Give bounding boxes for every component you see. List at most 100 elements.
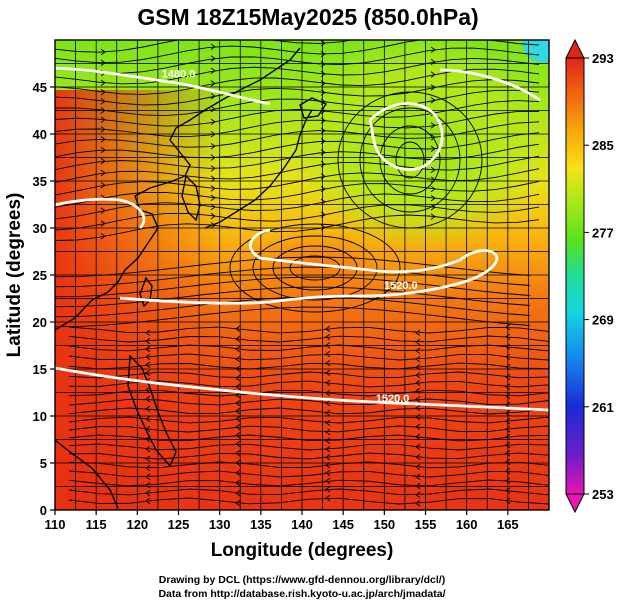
streamline-arrow [415, 500, 421, 507]
streamline-arrow [430, 134, 436, 141]
streamline-arrow [145, 415, 151, 423]
x-tick-label: 120 [126, 517, 148, 532]
streamline-arrow [415, 371, 421, 379]
streamline-arrow [210, 175, 216, 182]
streamline-arrow [100, 207, 106, 214]
streamline-arrow [505, 441, 511, 449]
streamline-arrow [235, 423, 241, 431]
x-tick-label: 140 [291, 517, 313, 532]
credit-line-1: Drawing by DCL (https://www.gfd-dennou.o… [159, 574, 445, 586]
colorbar: 253 261 269 277 285 293 [565, 38, 614, 514]
streamline-arrow [430, 145, 436, 152]
streamline-arrow [235, 325, 241, 333]
colorbar-bottom-arrow [565, 493, 585, 514]
streamline-arrow [145, 337, 151, 345]
x-tick-label: 110 [45, 517, 66, 532]
streamline-arrow [100, 233, 106, 240]
streamline [55, 121, 540, 148]
contour-1500-west [55, 197, 146, 229]
streamline-arrow [145, 490, 151, 497]
streamline-arrow [430, 204, 436, 211]
streamline-arrow [100, 182, 106, 189]
streamline-arrow [325, 409, 331, 417]
streamline-arrow [235, 355, 241, 363]
x-tick-label: 115 [86, 517, 107, 532]
streamline [68, 497, 549, 505]
streamline-arrow [235, 391, 241, 399]
streamline-arrow [415, 473, 421, 480]
streamline-arrow [415, 443, 421, 451]
x-tick-label: 155 [415, 517, 437, 532]
streamline-arrow [210, 194, 216, 201]
streamline-arrow [415, 482, 421, 490]
streamline [55, 204, 540, 231]
streamline-arrow [505, 433, 511, 441]
streamline-arrow [505, 458, 511, 466]
contour-label: 1520.0 [384, 280, 418, 292]
streamline-arrow [100, 220, 106, 227]
streamline-arrow [415, 404, 421, 412]
x-tick-label: 160 [456, 517, 478, 532]
y-tick-label: 35 [33, 174, 47, 189]
streamline-arrow [505, 333, 511, 340]
streamline [55, 143, 540, 171]
streamline-arrow [145, 481, 151, 489]
streamline-arrow [235, 400, 241, 407]
streamline-arrow [211, 33, 215, 39]
streamline-arrow [505, 418, 511, 425]
contour-1520-north [119, 228, 499, 305]
contour-label: 1520.0 [376, 393, 410, 405]
streamline-arrow [325, 350, 331, 358]
streamline-arrow [145, 345, 151, 353]
streamline-arrow [415, 347, 421, 354]
streamline-arrow [145, 445, 151, 453]
streamline-arrow [430, 84, 436, 91]
streamline [55, 193, 540, 220]
coastline-japan [204, 109, 313, 229]
streamline [55, 296, 531, 318]
streamline-arrow [235, 383, 241, 390]
streamline [55, 57, 540, 85]
x-tick-label: 165 [497, 517, 519, 532]
y-axis-label: Latitude (degrees) [4, 193, 25, 358]
streamline [68, 380, 549, 388]
streamline-arrow [210, 67, 216, 74]
contour-1480 [55, 66, 271, 106]
streamline [68, 488, 549, 496]
streamline [55, 266, 531, 288]
streamline [68, 362, 549, 370]
streamline-arrow [430, 46, 436, 53]
streamline-arrow [505, 353, 511, 361]
streamline-arrow [210, 80, 216, 87]
streamline [55, 79, 540, 106]
streamline-arrow [210, 185, 216, 192]
streamline [68, 353, 549, 361]
y-tick-label: 10 [33, 409, 47, 424]
streamline-arrow [415, 396, 421, 403]
streamline [55, 256, 531, 278]
streamline [55, 132, 540, 159]
streamline [55, 89, 540, 117]
streamline-arrow [145, 405, 151, 413]
cyclone-streamline [359, 107, 461, 213]
streamline-arrow [430, 122, 436, 129]
coastline-taiwan [139, 276, 153, 308]
lat-lon-grid [55, 40, 549, 510]
streamline [55, 214, 540, 241]
streamline-arrow [235, 479, 241, 487]
colorbar-top-arrow [565, 38, 585, 59]
colorbar-gradient [565, 57, 585, 495]
streamline-arrow [100, 59, 106, 66]
streamline-arrow [325, 360, 331, 367]
y-tick-label: 15 [33, 362, 47, 377]
cyclone-streamline [379, 125, 441, 195]
streamline-arrow [505, 383, 511, 390]
streamline-arrow [325, 419, 331, 426]
height-contours [55, 66, 549, 412]
streamline-arrow [145, 369, 151, 377]
streamline-arrow [210, 143, 216, 150]
streamline [55, 110, 540, 138]
cyclone-streamline [395, 141, 425, 179]
streamline [68, 407, 549, 415]
streamline-arrow [325, 379, 331, 386]
